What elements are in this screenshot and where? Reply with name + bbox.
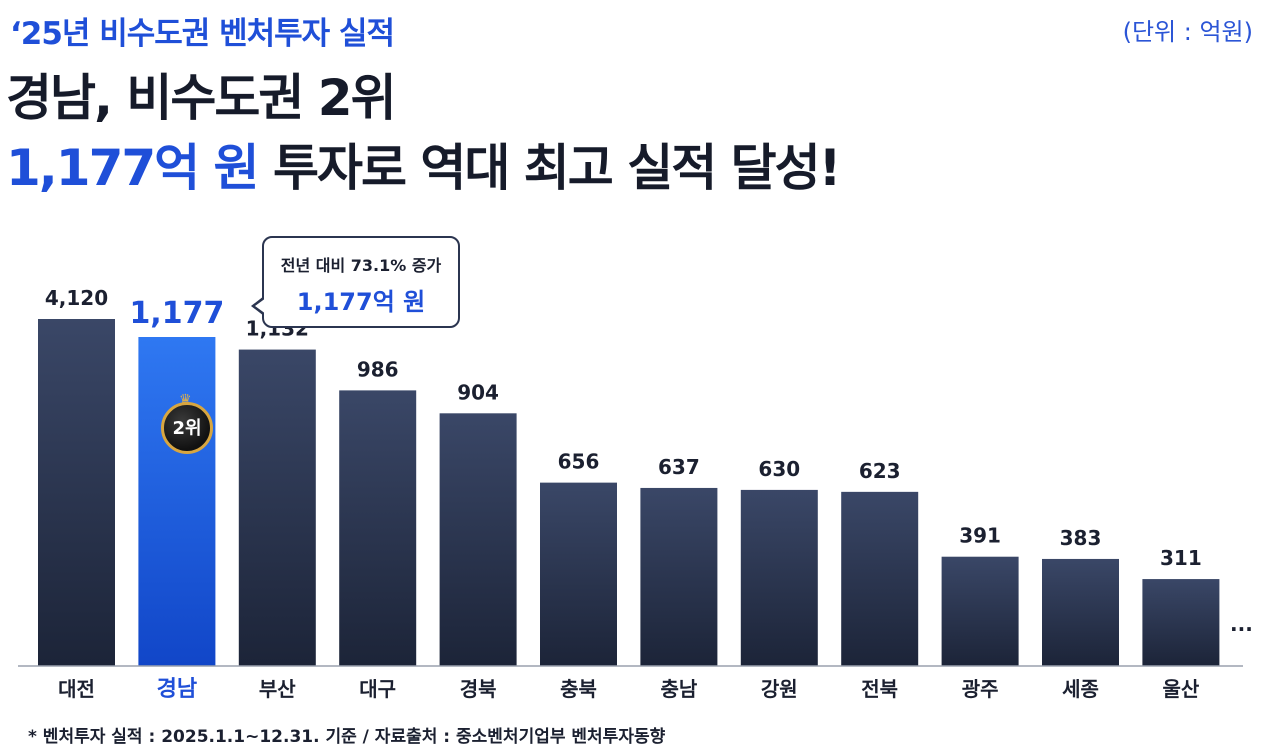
category-label-경남: 경남 — [157, 677, 197, 702]
bar-충남 — [640, 487, 718, 666]
bar-울산 — [1142, 579, 1220, 666]
headline-highlight: 1,177억 원 — [6, 139, 260, 197]
category-label-울산: 울산 — [1162, 677, 1199, 701]
category-label-경북: 경북 — [460, 677, 497, 701]
callout-growth-text: 전년 대비 73.1% 증가 — [280, 256, 442, 275]
rank-badge: ♛ 2위 — [149, 392, 225, 454]
bar-경북 — [439, 413, 517, 666]
bar-경남 — [138, 337, 216, 666]
category-label-부산: 부산 — [259, 677, 296, 701]
category-label-충남: 충남 — [660, 677, 697, 701]
headline-rest: 투자로 역대 최고 실적 달성! — [257, 139, 841, 197]
headline: 경남, 비수도권 2위 — [6, 69, 397, 127]
value-label-경남: 1,177 — [129, 296, 224, 331]
value-label-광주: 391 — [959, 524, 1001, 548]
value-label-충남: 637 — [658, 455, 700, 479]
chart-subtitle: ‘25년 비수도권 벤처투자 실적 — [10, 16, 395, 52]
value-label-충북: 656 — [558, 450, 600, 474]
category-label-전북: 전북 — [861, 677, 898, 701]
bar-광주 — [941, 556, 1019, 666]
bar-대구 — [339, 390, 417, 666]
bar-부산 — [238, 349, 316, 666]
callout-amount-text: 1,177억 원 — [296, 288, 426, 316]
value-label-경북: 904 — [457, 380, 499, 404]
value-label-세종: 383 — [1060, 526, 1102, 550]
value-label-전북: 623 — [859, 459, 901, 483]
rank-text: 2위 — [172, 418, 202, 439]
value-label-울산: 311 — [1160, 546, 1202, 570]
category-label-광주: 광주 — [962, 677, 999, 701]
category-label-대전: 대전 — [58, 677, 95, 701]
bar-충북 — [540, 482, 617, 666]
value-label-강원: 630 — [758, 457, 800, 481]
category-label-세종: 세종 — [1062, 677, 1099, 701]
category-label-충북: 충북 — [560, 677, 597, 701]
bar-대전 — [38, 319, 115, 666]
value-label-대구: 986 — [357, 357, 399, 381]
headline-2: 1,177억 원 투자로 역대 최고 실적 달성! — [6, 128, 841, 200]
category-label-강원: 강원 — [761, 677, 798, 701]
unit-label: (단위 : 억원) — [1122, 18, 1253, 46]
bar-세종 — [1042, 558, 1119, 666]
medal-icon — [161, 402, 213, 454]
value-label-대전: 4,120 — [45, 286, 108, 310]
category-label-대구: 대구 — [359, 677, 396, 701]
bar-전북 — [841, 491, 919, 666]
more-regions-ellipsis: ... — [1230, 612, 1253, 636]
footnote: * 벤처투자 실적 : 2025.1.1~12.31. 기준 / 자료출처 : … — [28, 727, 666, 747]
bar-강원 — [740, 489, 818, 666]
growth-callout: 전년 대비 73.1% 증가 1,177억 원 — [251, 236, 460, 328]
